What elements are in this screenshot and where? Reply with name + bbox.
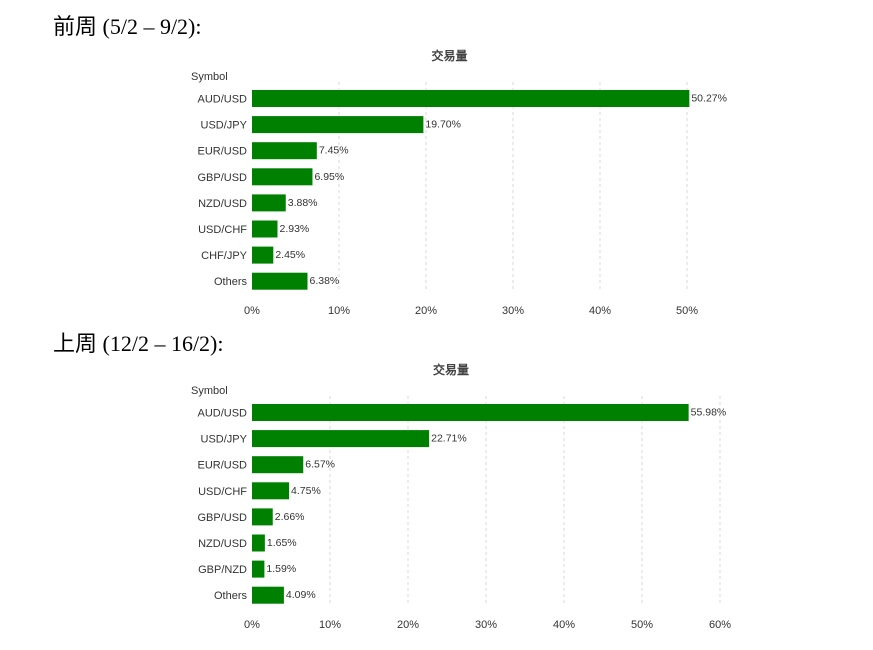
data-label: 19.70% <box>425 119 461 131</box>
x-tick-label: 30% <box>502 305 524 317</box>
data-label: 50.27% <box>691 93 727 105</box>
category-label: EUR/USD <box>197 146 247 158</box>
category-label: USD/CHF <box>198 224 247 236</box>
category-label: NZD/USD <box>198 198 247 210</box>
section-heading-last-week: 上周 (12/2 – 16/2): <box>53 331 224 356</box>
category-label: GBP/USD <box>197 172 247 184</box>
data-label: 7.45% <box>319 145 349 157</box>
data-label: 2.45% <box>275 249 305 261</box>
bar <box>252 272 308 290</box>
x-tick-label: 10% <box>328 305 350 317</box>
bar <box>252 142 317 160</box>
x-tick-label: 50% <box>676 305 698 317</box>
y-axis-label: Symbol <box>191 71 228 83</box>
chart-title: 交易量 <box>431 48 467 63</box>
bar <box>252 90 690 107</box>
category-label: USD/JPY <box>201 120 248 132</box>
data-label: 6.38% <box>310 275 340 287</box>
category-label: CHF/JPY <box>201 250 248 262</box>
data-label: 3.88% <box>288 197 318 209</box>
category-label: AUD/USD <box>197 94 247 106</box>
data-label: 6.95% <box>314 171 344 183</box>
bar <box>252 220 278 238</box>
bar <box>252 116 424 134</box>
x-tick-label: 0% <box>244 305 260 317</box>
x-tick-label: 20% <box>415 305 437 317</box>
section-heading-previous-week: 前周 (5/2 – 9/2): <box>53 14 202 39</box>
x-tick-label: 40% <box>589 305 611 317</box>
bar <box>252 194 286 212</box>
bar <box>252 168 313 186</box>
bar <box>252 246 274 264</box>
data-label: 2.93% <box>279 223 309 235</box>
category-label: Others <box>214 276 248 288</box>
